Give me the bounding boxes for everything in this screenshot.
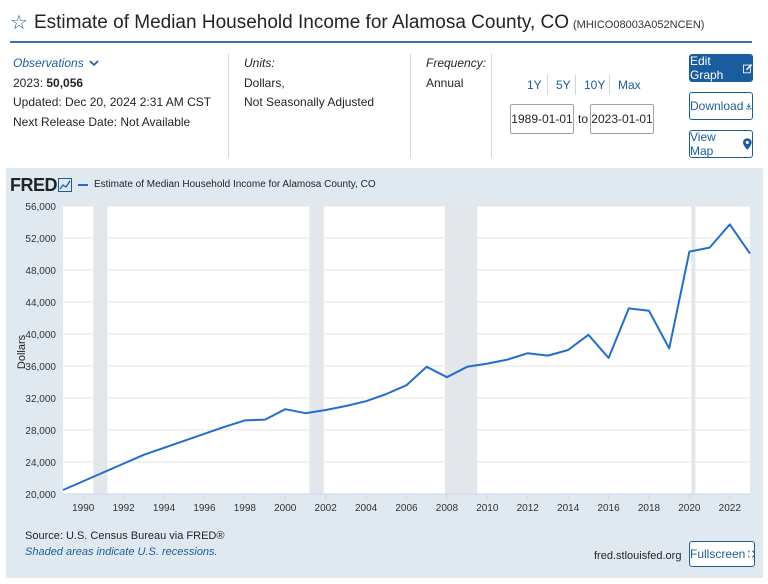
title-row: ☆ Estimate of Median Household Income fo… bbox=[10, 8, 758, 38]
range-10y-link[interactable]: 10Y bbox=[584, 78, 606, 92]
observations-dropdown[interactable]: Observations bbox=[13, 54, 211, 74]
frequency-heading: Frequency: bbox=[426, 56, 487, 70]
y-tick-label: 24,000 bbox=[25, 458, 56, 469]
recession-band bbox=[309, 206, 324, 494]
recession-note: Shaded areas indicate U.S. recessions. bbox=[25, 546, 218, 558]
x-tick-label: 2008 bbox=[436, 503, 459, 514]
edit-icon bbox=[742, 63, 752, 73]
x-tick-label: 2000 bbox=[274, 503, 297, 514]
divider bbox=[228, 54, 229, 158]
fullscreen-label: Fullscreen bbox=[690, 547, 746, 561]
x-tick-label: 2014 bbox=[557, 503, 580, 514]
legend-swatch bbox=[78, 183, 88, 186]
x-tick-label: 1998 bbox=[234, 503, 257, 514]
source-text: Source: U.S. Census Bureau via FRED® bbox=[25, 530, 225, 542]
x-tick-label: 2006 bbox=[395, 503, 418, 514]
fullscreen-icon bbox=[748, 550, 754, 558]
units-line-1: Dollars, bbox=[244, 75, 285, 90]
x-tick-label: 2002 bbox=[315, 503, 338, 514]
x-tick-label: 2010 bbox=[476, 503, 499, 514]
observations-heading[interactable]: Observations bbox=[13, 56, 84, 70]
x-tick-label: 1996 bbox=[193, 503, 216, 514]
to-label: to bbox=[578, 112, 589, 126]
x-tick-label: 2020 bbox=[678, 503, 701, 514]
y-axis-label: Dollars bbox=[16, 334, 29, 370]
x-tick-label: 1990 bbox=[72, 503, 95, 514]
divider bbox=[410, 54, 411, 158]
range-max-link[interactable]: Max bbox=[618, 78, 641, 92]
range-separator bbox=[575, 75, 576, 95]
site-url[interactable]: fred.stlouisfed.org bbox=[594, 550, 682, 562]
frequency-block: Frequency: Annual bbox=[426, 54, 486, 93]
chart-legend: Estimate of Median Household Income for … bbox=[78, 179, 376, 190]
x-tick-label: 2018 bbox=[638, 503, 661, 514]
y-tick-label: 40,000 bbox=[25, 330, 56, 341]
fred-logo-text: FRED bbox=[10, 175, 58, 195]
x-tick-label: 1992 bbox=[112, 503, 135, 514]
y-tick-label: 48,000 bbox=[25, 266, 56, 277]
plot-area bbox=[63, 206, 750, 494]
range-5y-link[interactable]: 5Y bbox=[556, 78, 571, 92]
edit-graph-label: Edit Graph bbox=[690, 54, 724, 82]
edit-graph-button[interactable]: Edit Graph bbox=[689, 54, 753, 82]
y-tick-label: 32,000 bbox=[25, 394, 56, 405]
fred-logo[interactable]: FRED bbox=[10, 175, 58, 196]
y-tick-label: 20,000 bbox=[25, 490, 56, 501]
units-line-2: Not Seasonally Adjusted bbox=[244, 95, 375, 109]
legend-label: Estimate of Median Household Income for … bbox=[94, 179, 376, 190]
end-date-input[interactable]: 2023-01-01 bbox=[590, 104, 654, 134]
view-map-label: View Map bbox=[690, 130, 716, 158]
recession-band bbox=[444, 206, 478, 494]
next-release-text: Next Release Date: Not Available bbox=[13, 114, 191, 129]
updated-text: Updated: Dec 20, 2024 2:31 AM CST bbox=[13, 95, 212, 109]
title-divider bbox=[10, 41, 752, 43]
divider bbox=[491, 54, 492, 158]
range-separator bbox=[547, 75, 548, 95]
star-icon[interactable]: ☆ bbox=[10, 12, 28, 34]
units-block: Units: Dollars, Not Seasonally Adjusted bbox=[244, 54, 374, 113]
y-tick-label: 36,000 bbox=[25, 362, 56, 373]
x-tick-label: 2012 bbox=[517, 503, 540, 514]
download-icon bbox=[746, 102, 752, 109]
recession-band bbox=[691, 206, 696, 494]
x-tick-label: 2004 bbox=[355, 503, 378, 514]
x-tick-label: 2016 bbox=[597, 503, 620, 514]
y-tick-label: 56,000 bbox=[25, 202, 56, 213]
x-tick-label: 2022 bbox=[719, 503, 742, 514]
view-map-button[interactable]: View Map bbox=[689, 130, 753, 158]
start-date-input[interactable]: 1989-01-01 bbox=[510, 104, 574, 134]
frequency-value: Annual bbox=[426, 75, 464, 90]
y-tick-label: 28,000 bbox=[25, 426, 56, 437]
units-heading: Units: bbox=[244, 56, 275, 70]
range-1y-link[interactable]: 1Y bbox=[527, 78, 542, 92]
fred-chart-icon bbox=[58, 178, 72, 192]
map-pin-icon bbox=[743, 138, 752, 150]
download-label: Download bbox=[690, 99, 744, 113]
series-line[interactable] bbox=[62, 223, 751, 491]
chevron-down-icon[interactable] bbox=[89, 59, 99, 67]
latest-observation: 2023: 50,056 bbox=[13, 74, 211, 94]
download-button[interactable]: Download bbox=[689, 92, 753, 120]
recession-band bbox=[93, 206, 108, 494]
series-id: (MHICO08003A052NCEN) bbox=[573, 19, 705, 31]
latest-year: 2023: bbox=[13, 75, 44, 90]
page-title: Estimate of Median Household Income for … bbox=[33, 12, 570, 33]
range-separator bbox=[609, 75, 610, 95]
latest-value: 50,056 bbox=[46, 75, 84, 90]
fullscreen-button[interactable]: Fullscreen bbox=[689, 541, 755, 567]
x-tick-label: 1994 bbox=[153, 503, 176, 514]
y-tick-label: 44,000 bbox=[25, 298, 56, 309]
y-tick-label: 52,000 bbox=[25, 234, 56, 245]
observations-block: Observations 2023: 50,056 Updated: Dec 2… bbox=[13, 54, 211, 132]
